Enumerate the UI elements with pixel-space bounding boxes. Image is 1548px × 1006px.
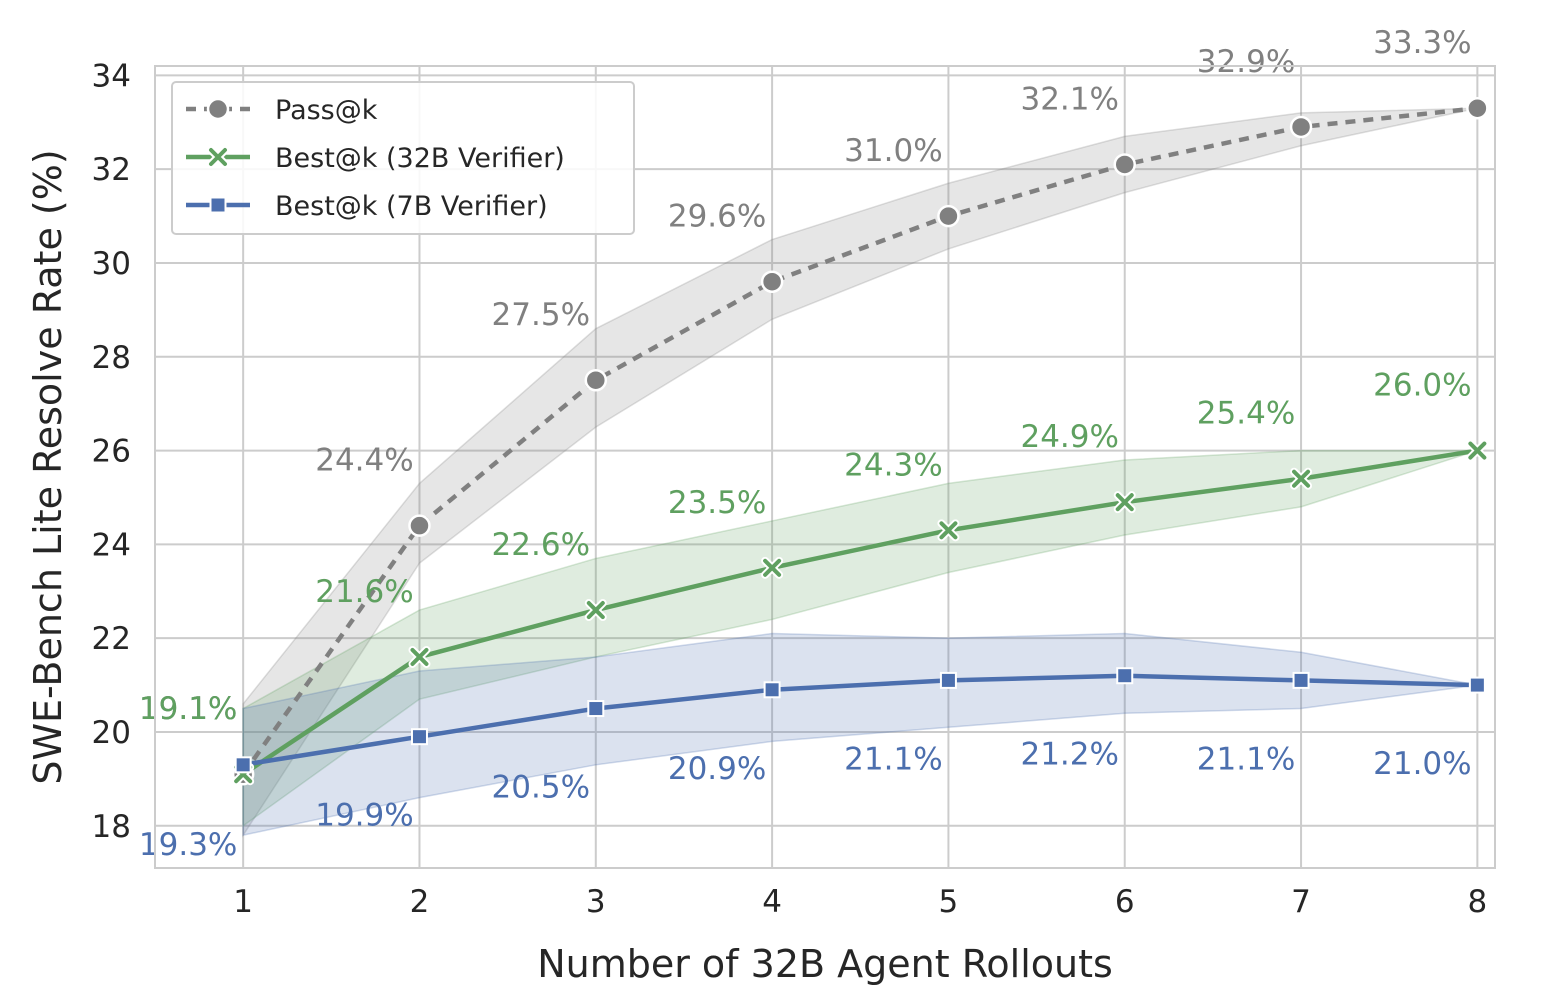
- best-at-k-7b-marker: [234, 756, 252, 774]
- legend-box: [171, 81, 635, 235]
- best-at-k-32b-data-label: 26.0%: [1373, 368, 1471, 404]
- y-axis-label: SWE-Bench Lite Resolve Rate (%): [26, 149, 70, 784]
- best-at-k-7b-marker: [1292, 671, 1310, 689]
- pass-at-k-data-label: 31.0%: [844, 133, 942, 169]
- y-tick-label: 18: [92, 809, 131, 845]
- best-at-k-32b-marker: [408, 645, 431, 668]
- y-tick-label: 24: [92, 527, 131, 563]
- y-tick-label: 28: [92, 340, 131, 376]
- x-axis-label: Number of 32B Agent Rollouts: [537, 942, 1113, 986]
- pass-at-k-data-label: 33.3%: [1373, 25, 1471, 61]
- x-tick-label: 8: [1468, 884, 1488, 920]
- legend-label: Pass@k: [275, 95, 378, 126]
- best-at-k-32b-data-label: 24.9%: [1020, 419, 1118, 455]
- pass-at-k-marker: [1466, 96, 1489, 120]
- pass-at-k-data-label: 27.5%: [492, 297, 590, 333]
- best-at-k-32b-marker: [1290, 467, 1313, 490]
- legend-item-pass-at-k: Pass@k: [186, 95, 378, 126]
- best-at-k-7b-data-label: 20.9%: [668, 751, 766, 787]
- legend-label: Best@k (7B Verifier): [275, 191, 548, 222]
- legend: Pass@k Best@k (32B Verifier) Best@k (7B Ve…: [171, 81, 635, 235]
- pass-at-k-marker: [1289, 115, 1313, 139]
- y-tick-label: 20: [92, 715, 131, 751]
- pass-at-k-marker: [584, 368, 608, 392]
- x-tick-label: 2: [410, 884, 430, 920]
- best-at-k-32b-marker: [937, 519, 960, 542]
- pass-at-k-data-label: 32.1%: [1020, 81, 1118, 117]
- x-tick-label: 1: [233, 884, 253, 920]
- y-tick-label: 32: [92, 152, 131, 188]
- pass-at-k-data-label: 32.9%: [1197, 44, 1295, 80]
- legend-marker-swatch: [206, 97, 230, 121]
- pass-at-k-marker: [1113, 153, 1136, 176]
- best-at-k-7b-data-label: 19.3%: [139, 827, 237, 863]
- x-tick-label: 4: [762, 884, 782, 920]
- best-at-k-7b-marker: [1116, 667, 1134, 685]
- best-at-k-7b-marker: [587, 700, 605, 718]
- pass-at-k-marker: [408, 514, 431, 537]
- best-at-k-32b-line: [241, 448, 1478, 777]
- pass-at-k-marker: [937, 204, 960, 228]
- best-at-k-32b-data-label: 22.6%: [492, 527, 590, 563]
- pass-at-k-band: [242, 107, 1478, 838]
- pass-at-k-marker: [760, 270, 784, 293]
- best-at-k-32b-data-label: 19.1%: [139, 691, 237, 727]
- grid: [155, 66, 1495, 868]
- best-at-k-32b-marker: [1113, 491, 1136, 514]
- best-at-k-7b-line: [242, 673, 1478, 768]
- best-at-k-7b-data-label: 21.0%: [1373, 746, 1471, 782]
- best-at-k-7b-data-label: 19.9%: [315, 798, 413, 834]
- series-markers: [231, 96, 1489, 786]
- best-at-k-7b-marker: [1468, 676, 1486, 694]
- legend-marker-swatch: [209, 196, 227, 214]
- best-at-k-7b-marker: [410, 728, 428, 746]
- x-tick-label: 7: [1291, 884, 1311, 920]
- pass-at-k-line: [241, 105, 1478, 776]
- best-at-k-32b-data-label: 24.3%: [844, 447, 942, 483]
- best-at-k-32b-data-label: 21.6%: [315, 574, 413, 610]
- best-at-k-32b-data-label: 23.5%: [668, 485, 766, 521]
- pass-at-k-data-label: 29.6%: [668, 199, 766, 235]
- y-tick-label: 22: [92, 621, 131, 657]
- data-labels: 19.1% 24.4% 27.5% 29.6% 31.0% 32.1% 32.9% 33.3%…: [139, 25, 1472, 863]
- best-at-k-32b-marker: [761, 556, 784, 579]
- best-at-k-7b-data-label: 20.5%: [492, 770, 590, 806]
- legend-item-best-at-k-7b: Best@k (7B Verifier): [186, 191, 548, 222]
- best-at-k-32b-marker: [584, 599, 607, 622]
- y-tick-label: 34: [92, 58, 131, 94]
- x-tick-label: 5: [939, 884, 959, 920]
- series-lines: [241, 105, 1478, 777]
- y-tick-label: 26: [92, 434, 131, 470]
- best-at-k-7b-data-label: 21.1%: [844, 741, 942, 777]
- legend-item-best-at-k-32b: Best@k (32B Verifier): [186, 143, 565, 174]
- best-at-k-32b-data-label: 25.4%: [1197, 396, 1295, 432]
- pass-at-k-data-label: 24.4%: [315, 443, 413, 479]
- x-tick-label: 6: [1115, 884, 1135, 920]
- best-at-k-32b-marker: [1466, 439, 1489, 462]
- plot-frame: [154, 65, 1496, 869]
- best-at-k-7b-marker: [939, 671, 957, 689]
- best-at-k-7b-marker: [763, 681, 781, 699]
- legend-label: Best@k (32B Verifier): [275, 143, 565, 174]
- best-at-k-7b-data-label: 21.2%: [1020, 737, 1118, 773]
- y-tick-label: 30: [92, 246, 131, 282]
- best-at-k-7b-data-label: 21.1%: [1197, 741, 1295, 777]
- best-at-k-7b-band: [242, 632, 1478, 837]
- x-tick-label: 3: [586, 884, 606, 920]
